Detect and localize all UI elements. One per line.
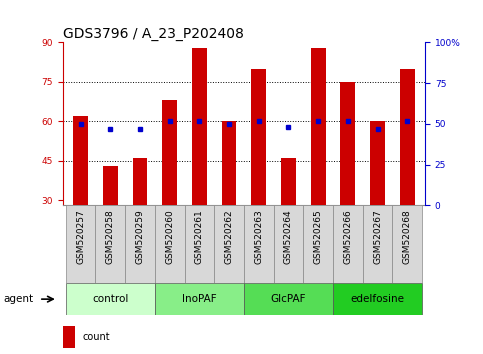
Text: GlcPAF: GlcPAF [270, 294, 306, 304]
Bar [363, 205, 392, 283]
Bar [392, 205, 422, 283]
Bar [66, 283, 155, 315]
Text: GSM520264: GSM520264 [284, 209, 293, 264]
Bar [73, 116, 88, 205]
Bar [155, 205, 185, 283]
Text: agent: agent [3, 294, 33, 304]
Text: GDS3796 / A_23_P202408: GDS3796 / A_23_P202408 [63, 28, 243, 41]
Bar [132, 158, 147, 205]
Bar [214, 205, 244, 283]
Text: edelfosine: edelfosine [351, 294, 405, 304]
Bar [333, 205, 363, 283]
Text: count: count [83, 332, 110, 342]
Bar [192, 48, 207, 205]
Bar [400, 69, 414, 205]
Text: GSM520267: GSM520267 [373, 209, 382, 264]
Text: GSM520265: GSM520265 [313, 209, 323, 264]
Text: GSM520268: GSM520268 [403, 209, 412, 264]
Bar [222, 121, 237, 205]
Bar [125, 205, 155, 283]
Bar [311, 48, 326, 205]
Bar [185, 205, 214, 283]
Text: GSM520260: GSM520260 [165, 209, 174, 264]
Bar [96, 205, 125, 283]
Text: InoPAF: InoPAF [182, 294, 217, 304]
Bar [103, 166, 118, 205]
Text: GSM520259: GSM520259 [136, 209, 144, 264]
Text: GSM520257: GSM520257 [76, 209, 85, 264]
Bar [251, 69, 266, 205]
Bar [370, 121, 385, 205]
Bar [333, 283, 422, 315]
Bar [281, 158, 296, 205]
Bar [341, 82, 355, 205]
Text: GSM520258: GSM520258 [106, 209, 115, 264]
Text: GSM520263: GSM520263 [254, 209, 263, 264]
Bar [162, 100, 177, 205]
Bar [244, 283, 333, 315]
Bar [63, 326, 75, 348]
Bar [66, 205, 96, 283]
Bar [303, 205, 333, 283]
Bar [273, 205, 303, 283]
Text: GSM520261: GSM520261 [195, 209, 204, 264]
Text: GSM520262: GSM520262 [225, 209, 234, 264]
Text: control: control [92, 294, 128, 304]
Bar [244, 205, 273, 283]
Bar [155, 283, 244, 315]
Text: GSM520266: GSM520266 [343, 209, 352, 264]
